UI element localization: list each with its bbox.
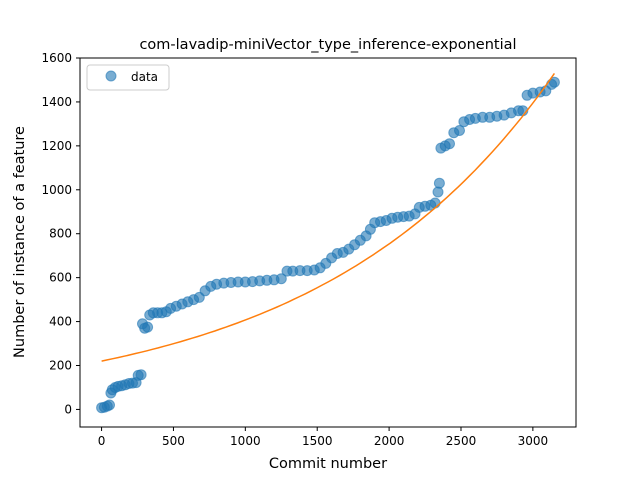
y-tick-label: 600 <box>49 271 72 285</box>
x-tick-label: 3000 <box>518 434 549 448</box>
y-tick-label: 1200 <box>41 139 72 153</box>
y-tick-label: 1600 <box>41 51 72 65</box>
data-point-72 <box>444 138 455 150</box>
legend-label-data: data <box>131 70 158 84</box>
x-axis-label: Commit number <box>269 456 387 472</box>
y-axis-label: Number of instance of a feature <box>12 126 28 358</box>
y-tick-label: 1000 <box>41 183 72 197</box>
plot-area-frame <box>79 57 577 428</box>
y-tick-label: 800 <box>49 227 72 241</box>
legend-marker-data <box>105 70 117 82</box>
data-point-69 <box>433 177 445 189</box>
y-tick-label: 400 <box>49 315 72 329</box>
chart-title: com-lavadip-miniVector_type_inference-ex… <box>139 37 516 53</box>
fit-line <box>101 72 556 362</box>
data-point-90 <box>548 76 560 88</box>
y-tick-label: 1400 <box>41 95 72 109</box>
y-tick-label: 200 <box>49 359 72 373</box>
x-tick-label: 500 <box>162 434 185 448</box>
legend-frame <box>86 64 170 91</box>
x-tick-label: 1000 <box>230 434 261 448</box>
x-tick-label: 0 <box>98 434 106 448</box>
data-point-17 <box>142 321 154 333</box>
data-point-40 <box>275 273 287 285</box>
data-point-67 <box>429 197 441 209</box>
data-point-3 <box>104 399 115 411</box>
legend: data <box>86 64 170 91</box>
data-point-74 <box>454 125 465 136</box>
y-tick-label: 0 <box>64 402 72 416</box>
data-point-14 <box>135 369 147 381</box>
x-tick-label: 2500 <box>446 434 477 448</box>
x-tick-label: 2000 <box>374 434 405 448</box>
x-tick-label: 1500 <box>302 434 333 448</box>
